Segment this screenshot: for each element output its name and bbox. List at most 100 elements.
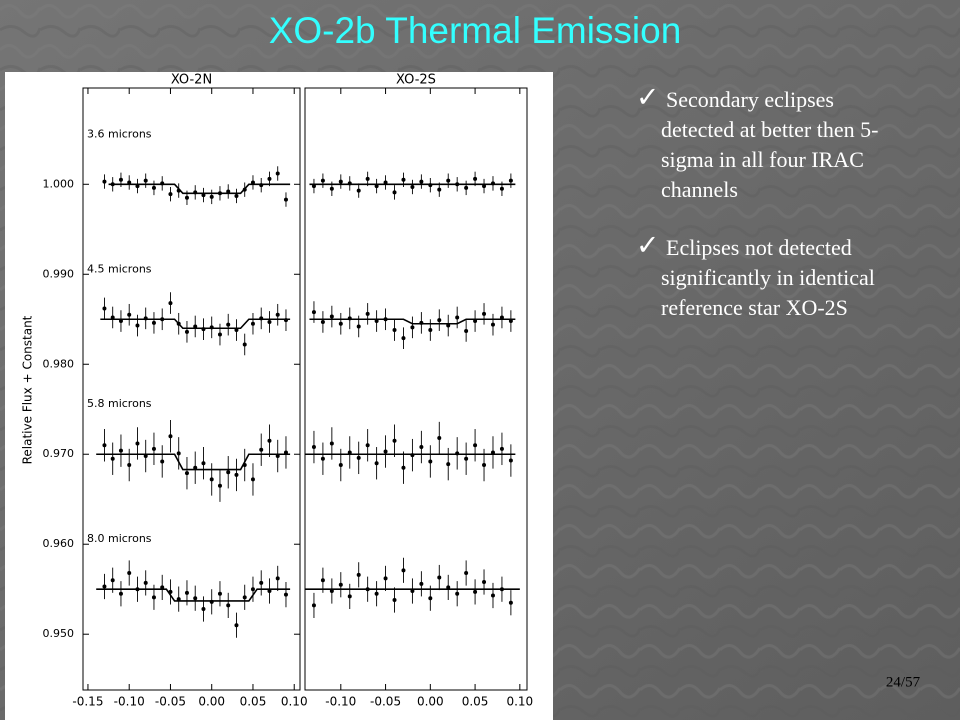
data-point [217, 332, 222, 337]
data-point [464, 571, 469, 576]
data-point [217, 483, 222, 488]
data-point [464, 456, 469, 461]
data-point [118, 319, 123, 324]
data-point [455, 451, 460, 456]
data-point [338, 463, 343, 468]
data-point [428, 183, 433, 188]
x-tick-label: 0.00 [417, 695, 444, 709]
data-point [473, 589, 478, 594]
data-point [383, 180, 388, 185]
data-point [209, 325, 214, 330]
x-tick-label: 0.05 [240, 695, 267, 709]
data-point [482, 463, 487, 468]
data-point [201, 461, 206, 466]
data-point [184, 329, 189, 334]
data-point [383, 576, 388, 581]
data-point [250, 477, 255, 482]
data-point [275, 312, 280, 317]
data-point [464, 185, 469, 190]
data-point [176, 597, 181, 602]
data-point [329, 441, 334, 446]
data-point [490, 593, 495, 598]
data-point [446, 462, 451, 467]
data-point [250, 180, 255, 185]
y-tick-label: 0.970 [43, 447, 75, 460]
data-point [401, 465, 406, 470]
data-point [102, 179, 107, 184]
data-point [473, 319, 478, 324]
data-point [455, 315, 460, 320]
data-point [365, 176, 370, 181]
data-point [168, 589, 173, 594]
series-label: 4.5 microns [87, 262, 152, 275]
data-point [184, 590, 189, 595]
data-point [401, 336, 406, 341]
data-point [226, 322, 231, 327]
x-tick-label: 0.00 [198, 695, 225, 709]
data-point [374, 461, 379, 466]
data-point [329, 186, 334, 191]
data-point [482, 311, 487, 316]
data-point [283, 318, 288, 323]
data-point [143, 178, 148, 183]
figure-panel [5, 72, 553, 720]
x-tick-label: -0.15 [72, 695, 103, 709]
bullet-line: channels [661, 177, 738, 202]
data-point [374, 184, 379, 189]
data-point [356, 188, 361, 193]
data-point [242, 187, 247, 192]
data-point [311, 603, 316, 608]
data-point [437, 436, 442, 441]
data-point [110, 315, 115, 320]
data-point [410, 453, 415, 458]
plot: XO-2N -0.15 -0.10 -0.05 0.00 0.05 0.10 0.950 0.9… [21, 73, 534, 709]
data-point [401, 568, 406, 573]
x-tick-label: 0.10 [281, 695, 308, 709]
y-tick-label: 0.950 [43, 627, 75, 640]
data-point [143, 316, 148, 321]
bullet-line: Secondary eclipses [666, 87, 834, 112]
data-point [482, 184, 487, 189]
data-point [499, 446, 504, 451]
data-point [193, 190, 198, 195]
data-point [347, 316, 352, 321]
data-point [267, 176, 272, 181]
y-tick-label: 0.990 [43, 267, 75, 280]
data-point [311, 445, 316, 450]
data-point [419, 581, 424, 586]
data-point [499, 315, 504, 320]
bullet-line: detected at better then 5- [661, 117, 878, 142]
data-point [490, 181, 495, 186]
data-point [428, 459, 433, 464]
data-point [365, 311, 370, 316]
data-point [259, 316, 264, 321]
data-point [455, 182, 460, 187]
data-point [259, 447, 264, 452]
data-point [217, 191, 222, 196]
data-point [234, 623, 239, 628]
data-point [508, 178, 513, 183]
data-point [356, 572, 361, 577]
data-point [127, 463, 132, 468]
data-point [184, 195, 189, 200]
data-point [473, 176, 478, 181]
slide-title: XO-2b Thermal Emission [269, 10, 682, 51]
data-point [392, 190, 397, 195]
data-point [118, 177, 123, 182]
x-tick-label: -0.05 [155, 695, 186, 709]
data-point [193, 465, 198, 470]
data-point [446, 323, 451, 328]
data-point [102, 306, 107, 311]
data-point [184, 471, 189, 476]
data-point [176, 451, 181, 456]
data-point [482, 580, 487, 585]
data-point [110, 578, 115, 583]
data-point [160, 317, 165, 322]
data-point [473, 443, 478, 448]
data-point [311, 184, 316, 189]
data-point [168, 192, 173, 197]
data-point [209, 599, 214, 604]
panel-title: XO-2N [171, 73, 212, 88]
data-point [201, 607, 206, 612]
